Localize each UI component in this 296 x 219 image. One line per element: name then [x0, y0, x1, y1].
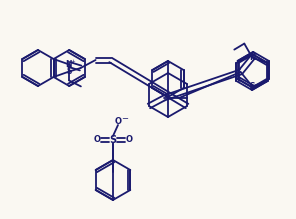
Text: O: O	[94, 136, 101, 145]
Text: N: N	[249, 53, 255, 62]
Text: −: −	[121, 115, 128, 124]
Text: S: S	[66, 67, 72, 76]
Text: O: O	[115, 118, 121, 127]
Text: N: N	[66, 60, 72, 69]
Text: S: S	[250, 82, 255, 91]
Text: S: S	[110, 135, 117, 145]
Text: +: +	[70, 59, 75, 64]
Text: O: O	[126, 136, 133, 145]
